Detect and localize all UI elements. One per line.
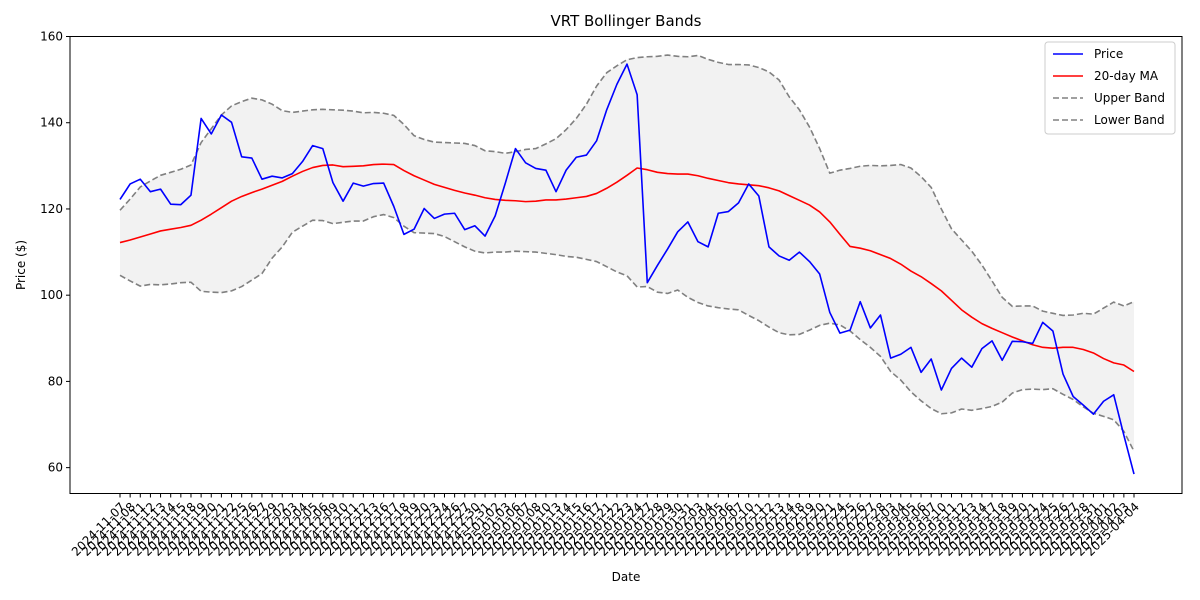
series-line-lower-band <box>119 213 1135 452</box>
legend-label: Price <box>1094 47 1123 61</box>
band-fill-layer <box>120 55 1134 452</box>
band-fill <box>120 55 1134 452</box>
y-tick-label: 140 <box>40 116 63 130</box>
plot-area-frame <box>69 36 1183 494</box>
legend-box <box>1044 41 1176 135</box>
y-tick-label: 120 <box>40 202 63 216</box>
chart-title: VRT Bollinger Bands <box>550 12 701 30</box>
legend-label: Upper Band <box>1094 91 1165 105</box>
y-axis-ticks: 60 80 100 120 140 160 <box>40 30 70 475</box>
y-tick-label: 60 <box>48 461 63 475</box>
legend: Price 20-day MA Upper Band Lower Band <box>1044 41 1176 135</box>
x-axis-label: Date <box>612 570 641 584</box>
series-line-20-day-ma <box>119 163 1135 373</box>
legend-label: Lower Band <box>1094 113 1165 127</box>
y-axis-label: Price ($) <box>14 240 28 290</box>
series-line-upper-band <box>119 54 1135 317</box>
series-line-price <box>119 63 1135 475</box>
y-tick-label: 100 <box>40 288 63 302</box>
legend-label: 20-day MA <box>1094 69 1159 83</box>
series-layer <box>119 54 1135 475</box>
x-axis-ticks: 2024-11-072024-11-082024-11-112024-11-12… <box>69 493 1142 559</box>
y-tick-label: 80 <box>48 374 63 388</box>
y-tick-label: 160 <box>40 30 63 44</box>
